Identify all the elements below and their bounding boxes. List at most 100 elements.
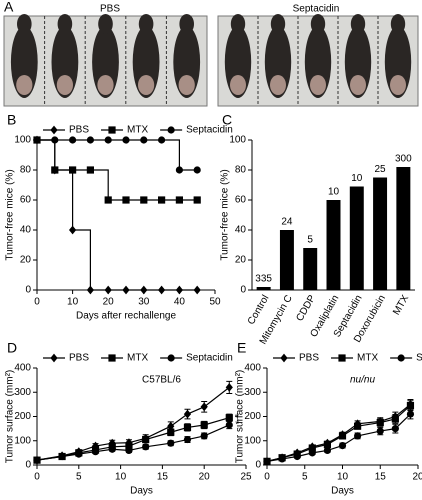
marker <box>167 439 175 447</box>
x-tick-label: 5 <box>302 472 308 483</box>
marker <box>183 409 192 419</box>
bar-annotation: 300 <box>395 154 412 165</box>
marker <box>122 196 130 204</box>
group-label: Septacidin <box>293 4 340 15</box>
y-tick-label: 400 <box>244 363 261 374</box>
marker <box>376 427 384 435</box>
marker <box>323 446 331 455</box>
bar-annotation: 5 <box>307 235 313 246</box>
x-tick-label: CDDP <box>294 293 318 323</box>
marker <box>193 196 201 204</box>
marker <box>33 456 41 464</box>
x-tick-label: 0 <box>264 472 270 483</box>
panel-label: A <box>4 0 14 15</box>
marker <box>158 285 166 295</box>
group-label: PBS <box>100 4 120 15</box>
tumor-area <box>137 75 155 95</box>
y-tick-label: 60 <box>235 195 247 206</box>
mice <box>10 14 412 106</box>
legend-marker <box>338 354 346 362</box>
tumor-area <box>16 75 33 95</box>
marker <box>263 457 271 465</box>
marker <box>308 444 316 452</box>
x-tick-label: 0 <box>34 297 40 308</box>
y-tick-label: 300 <box>244 387 261 398</box>
marker <box>75 450 83 458</box>
marker <box>406 401 415 410</box>
y-tick-label: 100 <box>14 135 31 146</box>
mouse-head <box>390 14 406 34</box>
marker <box>376 418 384 427</box>
marker <box>104 196 112 204</box>
bar-annotation: 25 <box>375 164 387 175</box>
marker <box>225 383 233 392</box>
y-tick-label: 0 <box>25 285 31 296</box>
y-tick-label: 300 <box>14 387 31 398</box>
legend-label: PBS <box>69 125 89 136</box>
marker <box>58 452 66 461</box>
x-tick-label: 50 <box>209 297 221 308</box>
y-tick-label: 0 <box>240 285 246 296</box>
series-line <box>266 405 411 462</box>
marker <box>33 136 41 144</box>
x-tick-label: MTX <box>391 293 411 317</box>
bar <box>349 186 364 290</box>
tumor-area <box>56 75 74 95</box>
legend-label: Septacidin <box>186 353 233 364</box>
mouse-head <box>57 14 73 34</box>
x-axis-label: Days <box>331 486 354 497</box>
x-axis-label: Days after rechallenge <box>76 311 176 322</box>
series-line <box>266 403 411 462</box>
x-tick-label: 20 <box>199 472 211 483</box>
marker <box>91 448 100 456</box>
marker <box>391 415 399 423</box>
x-tick-label: 0 <box>34 472 40 483</box>
marker <box>108 445 116 453</box>
legend-label: MTX <box>357 353 378 364</box>
bar <box>303 248 318 290</box>
x-tick-label: 20 <box>103 297 115 308</box>
marker <box>183 435 192 444</box>
tumor-area <box>270 75 286 95</box>
marker <box>104 136 112 144</box>
y-tick-label: 400 <box>14 363 31 374</box>
bar <box>396 167 411 290</box>
panel-a: A PBS Septacidin <box>3 0 419 107</box>
legend-marker <box>108 354 116 362</box>
y-tick-label: 40 <box>235 225 247 236</box>
marker <box>86 136 94 144</box>
y-tick-label: 100 <box>244 435 261 446</box>
legend-marker <box>167 354 175 362</box>
legend-marker <box>108 126 116 134</box>
marker <box>122 285 130 295</box>
x-tick-label: 15 <box>157 472 169 483</box>
series-line <box>37 139 198 201</box>
marker <box>86 285 94 295</box>
x-tick-label: 10 <box>67 297 79 308</box>
significance: * <box>235 420 239 431</box>
y-tick-label: 20 <box>20 255 32 266</box>
marker <box>69 136 77 144</box>
significance: * <box>235 412 239 423</box>
x-tick-label: 5 <box>76 472 82 483</box>
mouse-head <box>310 14 326 34</box>
bar <box>373 177 388 290</box>
marker <box>125 446 133 455</box>
series-line <box>37 139 198 171</box>
series-line <box>37 139 198 291</box>
series-line <box>36 417 230 461</box>
y-tick-label: 100 <box>14 435 31 446</box>
y-axis-label: Tumor-free mice (%) <box>220 169 231 260</box>
legend-marker <box>397 354 405 362</box>
marker <box>175 166 183 174</box>
marker <box>167 428 175 436</box>
y-tick-label: 40 <box>20 225 32 236</box>
tumor-area <box>390 75 406 95</box>
marker <box>140 136 148 144</box>
marker <box>158 136 166 144</box>
marker <box>175 196 183 204</box>
x-tick-label: Control <box>246 293 272 326</box>
marker <box>86 166 94 174</box>
y-tick-label: 60 <box>20 195 32 206</box>
